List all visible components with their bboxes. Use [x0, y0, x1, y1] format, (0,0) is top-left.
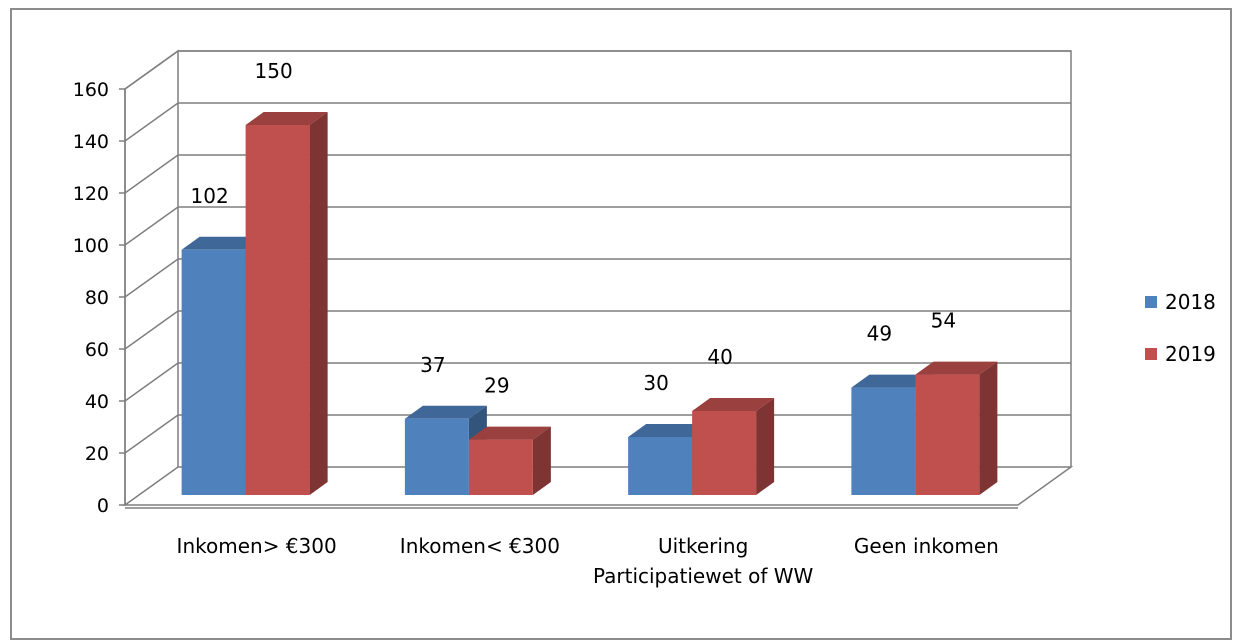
bar-top	[245, 112, 328, 125]
bar-top	[181, 236, 264, 250]
data-label: 150	[255, 59, 293, 83]
bar	[628, 424, 711, 495]
bars	[181, 112, 998, 496]
gridline	[124, 102, 1071, 142]
bar-side	[532, 426, 551, 495]
bar-front	[628, 437, 693, 495]
bar-top	[692, 398, 775, 411]
data-label: 37	[420, 353, 445, 377]
gridline	[124, 154, 1071, 194]
bar-front	[245, 125, 310, 495]
x-tick-label: Uitkering Participatiewet of WW	[593, 534, 814, 588]
gridline	[124, 206, 1071, 246]
bar	[915, 361, 998, 495]
bar-front	[692, 411, 757, 495]
bar-top	[404, 405, 487, 419]
data-label: 29	[484, 374, 509, 398]
floor	[122, 466, 1074, 506]
gridlines	[124, 50, 1071, 454]
data-label: 49	[867, 322, 892, 346]
data-label: 54	[931, 309, 956, 333]
bar-side	[756, 398, 775, 495]
y-tick-label: 140	[73, 131, 109, 153]
legend-label: 2018	[1165, 290, 1216, 314]
bar	[245, 112, 328, 495]
bar-side	[309, 112, 328, 495]
x-tick-label-line: Inkomen> €300	[177, 534, 337, 558]
bar-top	[915, 361, 998, 375]
x-tick-label: Inkomen< €300	[400, 534, 560, 558]
x-tick-label-line: Inkomen< €300	[400, 534, 560, 558]
y-tick-label: 120	[73, 183, 109, 205]
bar-front	[915, 374, 980, 495]
x-tick-label: Inkomen> €300	[177, 534, 337, 558]
gridline	[124, 50, 1071, 90]
legend: 2018 2019	[1145, 290, 1216, 366]
y-tick-label: 60	[85, 339, 109, 361]
bar-top	[851, 374, 934, 388]
data-label: 102	[191, 184, 229, 208]
x-axis: Inkomen> €300 Inkomen< €300 Uitkering Parti…	[125, 507, 1018, 588]
x-tick-label-line: Geen inkomen	[854, 534, 999, 558]
y-tick-label: 40	[85, 391, 109, 413]
bar-front	[468, 439, 533, 495]
x-tick-label-line: Uitkering	[658, 534, 748, 558]
gridline	[124, 258, 1071, 298]
y-tick-label: 160	[73, 79, 109, 101]
y-tick-label: 0	[97, 495, 109, 517]
bar-front	[404, 418, 469, 495]
legend-swatch	[1145, 296, 1157, 308]
bar-top	[468, 426, 551, 440]
bar-side	[979, 361, 998, 495]
legend-swatch	[1145, 348, 1157, 360]
gridline	[124, 362, 1071, 402]
x-tick-label: Geen inkomen	[854, 534, 999, 558]
data-labels: 102 150 37 29 30 40 49 54	[191, 59, 957, 398]
x-tick-label-line: Participatiewet of WW	[593, 564, 814, 588]
data-label: 40	[707, 345, 732, 369]
y-tick-label: 80	[85, 287, 109, 309]
bar	[468, 426, 551, 495]
bar-front	[181, 249, 246, 495]
y-axis: 0 20 40 60 80 100 120 140 160	[73, 79, 126, 517]
y-tick-label: 100	[73, 235, 109, 257]
y-tick-label: 20	[85, 443, 109, 465]
gridline	[124, 310, 1071, 350]
data-label: 30	[643, 371, 668, 395]
bar	[692, 398, 775, 495]
legend-label: 2019	[1165, 342, 1216, 366]
bar-top	[628, 424, 711, 437]
bar-front	[851, 387, 916, 495]
